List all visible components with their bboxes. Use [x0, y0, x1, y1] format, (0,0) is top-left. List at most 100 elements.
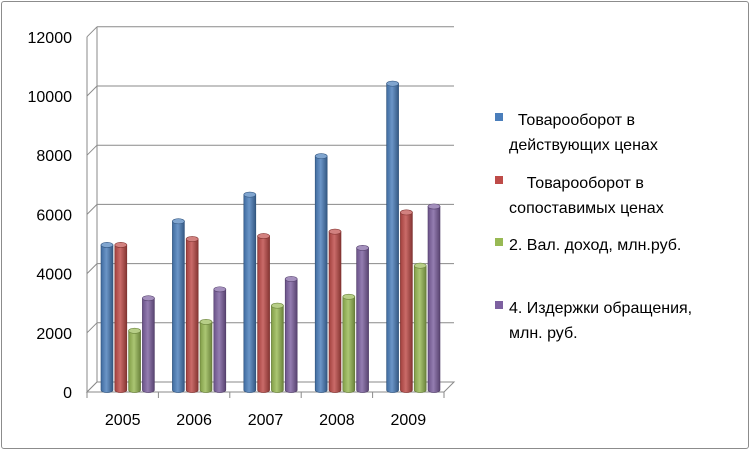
gridline-depth: [86, 26, 98, 38]
bar-body: [213, 289, 227, 393]
bar-top: [386, 80, 399, 87]
bar-body: [413, 265, 427, 393]
gridline-depth: [86, 322, 98, 334]
y-tick-label: 10000: [28, 89, 73, 106]
bar: [314, 153, 328, 393]
gridline-depth: [86, 263, 98, 274]
bar: [172, 218, 185, 393]
legend-swatch: [495, 113, 503, 121]
legend-item: 4. Издержки обращения, млн. руб.: [495, 300, 692, 342]
bar-body: [314, 155, 328, 393]
bar-body: [243, 194, 257, 393]
bar: [128, 327, 141, 393]
bar-body: [386, 83, 399, 393]
legend-item: Товарооборот в сопоставимых ценах: [495, 175, 664, 217]
bar: [213, 286, 227, 393]
bar-body: [284, 278, 298, 393]
y-tick-label: 8000: [36, 148, 72, 165]
legend-label: 4. Издержки обращения,: [509, 300, 692, 317]
bar: [114, 242, 128, 393]
bar: [142, 295, 155, 393]
bar-top: [314, 153, 328, 160]
bar: [199, 319, 213, 393]
floor-plane: [85, 381, 456, 393]
bar-top: [213, 286, 227, 293]
legend-label: сопоставимых ценах: [509, 200, 664, 217]
bar: [100, 242, 114, 393]
gridlines: [86, 26, 454, 393]
legend-swatch: [495, 301, 503, 309]
plot-floor: [85, 381, 456, 393]
bar: [413, 262, 427, 393]
bar-top: [128, 327, 141, 334]
bar-top: [257, 233, 270, 239]
bar-top: [243, 191, 257, 198]
bar-top: [400, 209, 413, 216]
bar-top: [356, 245, 369, 251]
legend-item: 2. Вал. доход, млн.руб.: [495, 237, 681, 254]
bar-top: [114, 242, 128, 248]
bar-body: [400, 212, 413, 393]
bar-body: [199, 321, 213, 393]
y-axis-ticks: 0 2000 4000 6000 8000 10000 12000: [28, 30, 73, 402]
bar-body: [271, 305, 284, 393]
y-tick-label: 2000: [36, 326, 72, 343]
bar-top: [271, 302, 284, 309]
bar-top: [342, 293, 356, 300]
bar-top: [199, 319, 213, 325]
bar: [284, 276, 298, 393]
bar-body: [100, 244, 114, 393]
y-tick-label: 6000: [36, 207, 72, 224]
y-tick-label: 0: [63, 385, 72, 402]
bar-top: [185, 236, 199, 242]
bar-body: [427, 206, 441, 393]
bar: [185, 236, 199, 393]
x-tick-label: 2007: [248, 412, 284, 429]
x-tick-label: 2005: [105, 412, 141, 429]
bar: [328, 228, 342, 393]
gridline-depth: [86, 144, 98, 156]
legend-label: 2. Вал. доход, млн.руб.: [509, 237, 681, 254]
bar-body: [128, 330, 141, 393]
x-tick-label: 2009: [391, 412, 427, 429]
gridline-depth: [86, 85, 98, 97]
bar-top: [284, 276, 298, 282]
bar: [243, 191, 257, 393]
bar: [427, 203, 441, 393]
bar: [400, 209, 413, 393]
x-tick-label: 2008: [319, 412, 355, 429]
bar: [356, 245, 369, 393]
legend-label: млн. руб.: [509, 325, 578, 342]
bar-body: [342, 296, 356, 393]
bar-body: [114, 244, 128, 393]
legend-swatch: [495, 238, 503, 246]
x-axis-ticks: 2005 2006 2007 2008 2009: [86, 392, 445, 429]
bar-top: [172, 218, 185, 225]
legend-label: действующих ценах: [509, 137, 658, 154]
x-tick-label: 2006: [176, 412, 212, 429]
bar-body: [172, 220, 185, 393]
bar: [257, 233, 270, 393]
bar: [342, 293, 356, 393]
legend-item: Товарооборот в действующих ценах: [495, 112, 658, 154]
legend-label: Товарооборот в: [509, 112, 635, 129]
bar: [271, 302, 284, 393]
bar-body: [328, 231, 342, 393]
y-tick-label: 4000: [36, 267, 72, 284]
y-tick-label: 12000: [28, 30, 73, 47]
bar-body: [356, 247, 369, 393]
bar-top: [413, 262, 427, 269]
gridline-depth: [86, 204, 98, 215]
bars: [100, 80, 441, 393]
bar-body: [142, 297, 155, 393]
bar-body: [257, 235, 270, 393]
legend-swatch: [495, 176, 503, 184]
bar-top: [100, 242, 114, 248]
legend-label: Товарооборот в: [509, 175, 644, 192]
bar-top: [142, 295, 155, 302]
bar-top: [328, 228, 342, 235]
bar-body: [185, 238, 199, 393]
legend: Товарооборот в действующих ценах Товарооб…: [495, 112, 692, 342]
bar-top: [427, 203, 441, 210]
